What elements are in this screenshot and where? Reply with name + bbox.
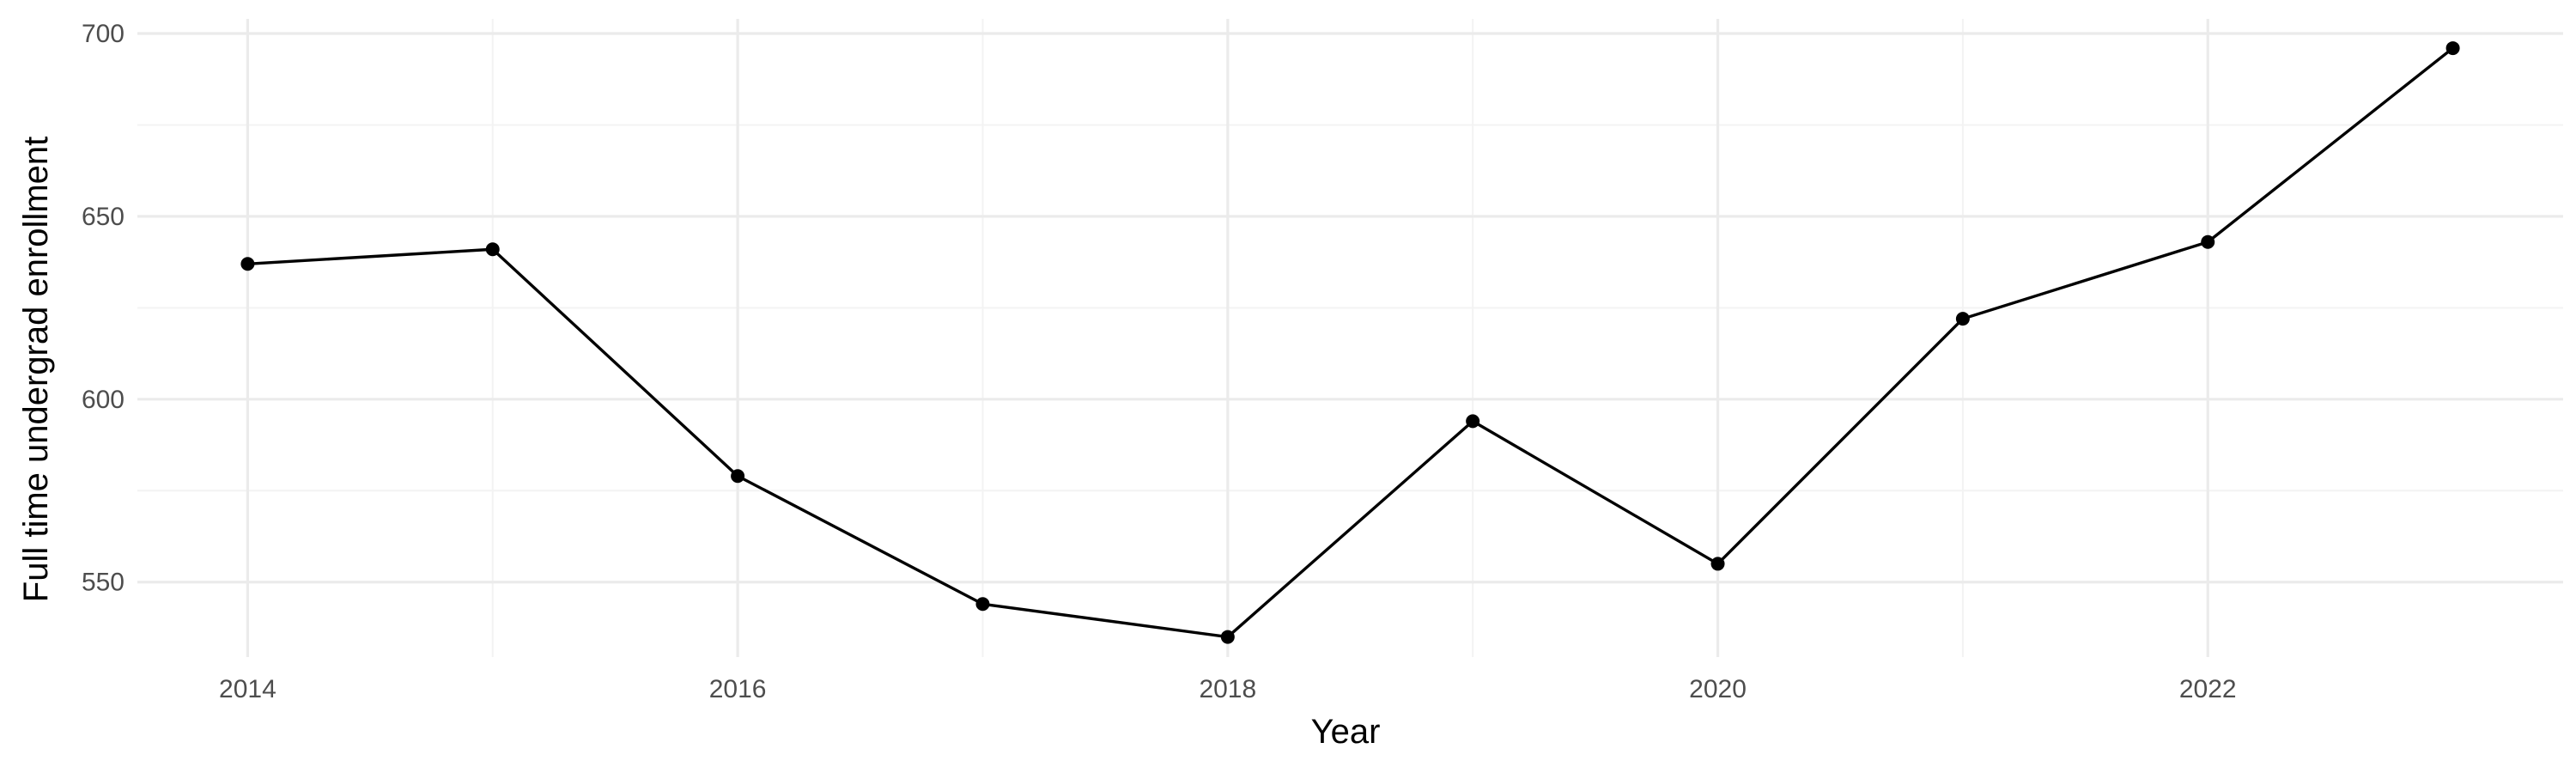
data-point [485, 242, 500, 257]
y-tick-label: 700 [82, 20, 125, 48]
y-axis-title: Full time undergrad enrollment [17, 137, 55, 602]
x-axis-title: Year [1311, 713, 1381, 751]
data-point [2201, 234, 2215, 249]
data-point [731, 469, 745, 484]
data-point [1955, 312, 1970, 326]
data-point [2445, 41, 2460, 56]
series [240, 41, 2460, 644]
y-tick-label: 650 [82, 203, 125, 231]
x-tick-label: 2014 [219, 675, 276, 703]
y-tick-label: 600 [82, 386, 125, 414]
y-tick-label: 550 [82, 569, 125, 597]
tick-labels: 2014 2016 2018 2020 2022 550 600 650 700 [82, 20, 2237, 703]
x-tick-label: 2022 [2179, 675, 2237, 703]
x-tick-label: 2016 [709, 675, 767, 703]
series-line [247, 46, 2454, 639]
data-point [975, 597, 990, 612]
x-tick-label: 2018 [1199, 675, 1256, 703]
x-tick-label: 2020 [1689, 675, 1747, 703]
data-point [1710, 557, 1725, 571]
grid [137, 19, 2563, 657]
data-point [240, 257, 255, 271]
data-point [1220, 630, 1235, 644]
data-point [1466, 414, 1480, 429]
